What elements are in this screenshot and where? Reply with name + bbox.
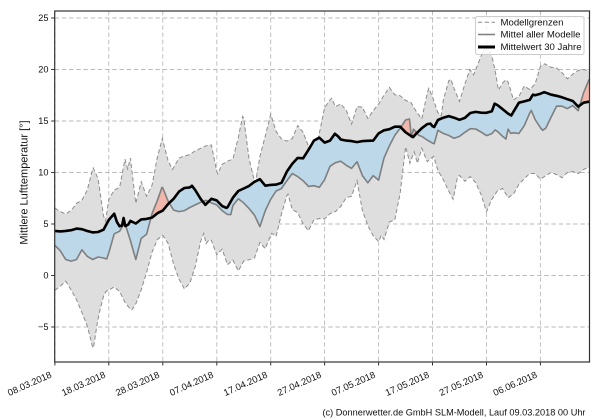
- svg-text:0: 0: [43, 271, 48, 281]
- svg-text:20: 20: [38, 65, 48, 75]
- svg-text:15: 15: [38, 116, 48, 126]
- svg-text:Mittel aller Modelle: Mittel aller Modelle: [501, 30, 581, 41]
- svg-text:25: 25: [38, 13, 48, 23]
- svg-text:Mittlere Lufttemperatur [°]: Mittlere Lufttemperatur [°]: [19, 120, 31, 244]
- svg-text:Modellgrenzen: Modellgrenzen: [501, 17, 564, 28]
- svg-text:(c) Donnerwetter.de GmbH SLM-M: (c) Donnerwetter.de GmbH SLM-Modell, Lau…: [323, 408, 586, 418]
- svg-text:−5: −5: [38, 322, 48, 332]
- svg-text:10: 10: [38, 168, 48, 178]
- svg-text:5: 5: [43, 219, 48, 229]
- svg-text:Mittelwert 30 Jahre: Mittelwert 30 Jahre: [501, 42, 582, 53]
